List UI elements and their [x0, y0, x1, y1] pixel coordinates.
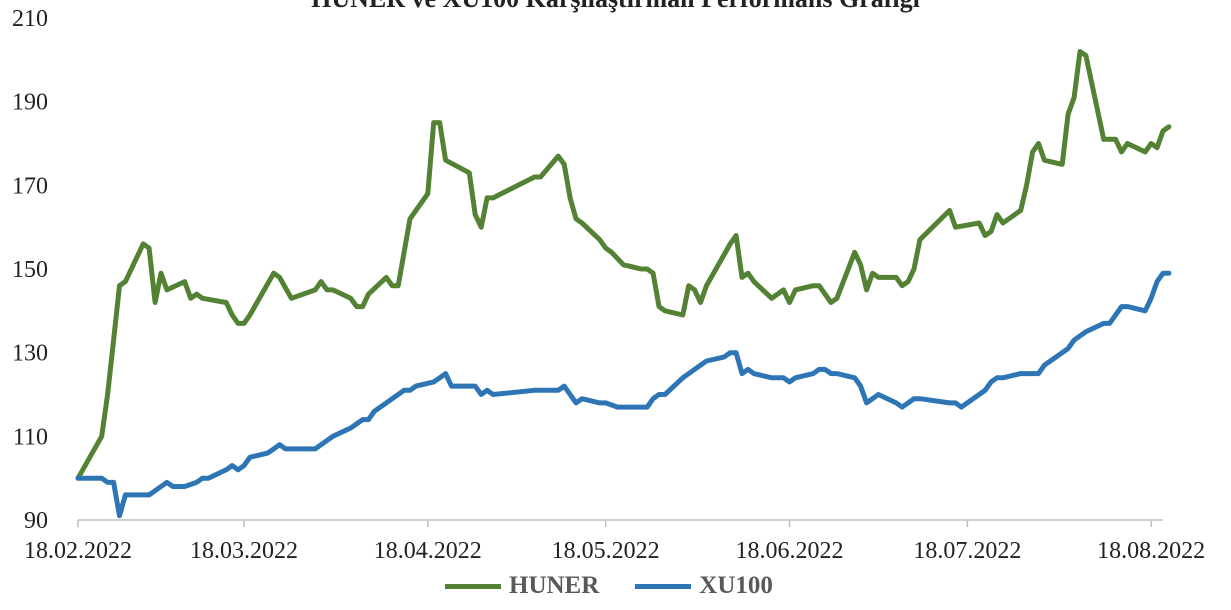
- y-tick-label: 170: [12, 173, 48, 199]
- legend-item-huner: HUNER: [445, 572, 599, 600]
- legend-swatch-huner: [445, 583, 501, 589]
- y-tick-label: 190: [12, 90, 48, 116]
- chart-title: HUNER ve XU100 Karşılaştırmalı Performan…: [0, 0, 1231, 14]
- legend-item-xu100: XU100: [635, 572, 773, 600]
- x-tick-label: 18.05.2022: [552, 538, 660, 564]
- x-tick-label: 18.08.2022: [1097, 538, 1205, 564]
- x-tick-label: 18.02.2022: [24, 538, 132, 564]
- y-tick-label: 150: [12, 257, 48, 283]
- x-tick-label: 18.03.2022: [190, 538, 298, 564]
- y-tick-label: 110: [13, 424, 48, 450]
- series-line-xu100: [75, 270, 1172, 519]
- series-line-huner: [75, 49, 1172, 481]
- legend-swatch-xu100: [635, 583, 692, 589]
- x-tick-label: 18.06.2022: [735, 538, 843, 564]
- x-tick-label: 18.04.2022: [374, 538, 482, 564]
- x-tick-label: 18.07.2022: [913, 538, 1021, 564]
- legend-label-xu100: XU100: [699, 572, 773, 599]
- y-tick-label: 210: [12, 6, 48, 32]
- legend: HUNER XU100: [445, 572, 773, 600]
- legend-label-huner: HUNER: [509, 572, 600, 599]
- y-tick-label: 130: [12, 341, 48, 367]
- y-tick-label: 90: [24, 508, 48, 534]
